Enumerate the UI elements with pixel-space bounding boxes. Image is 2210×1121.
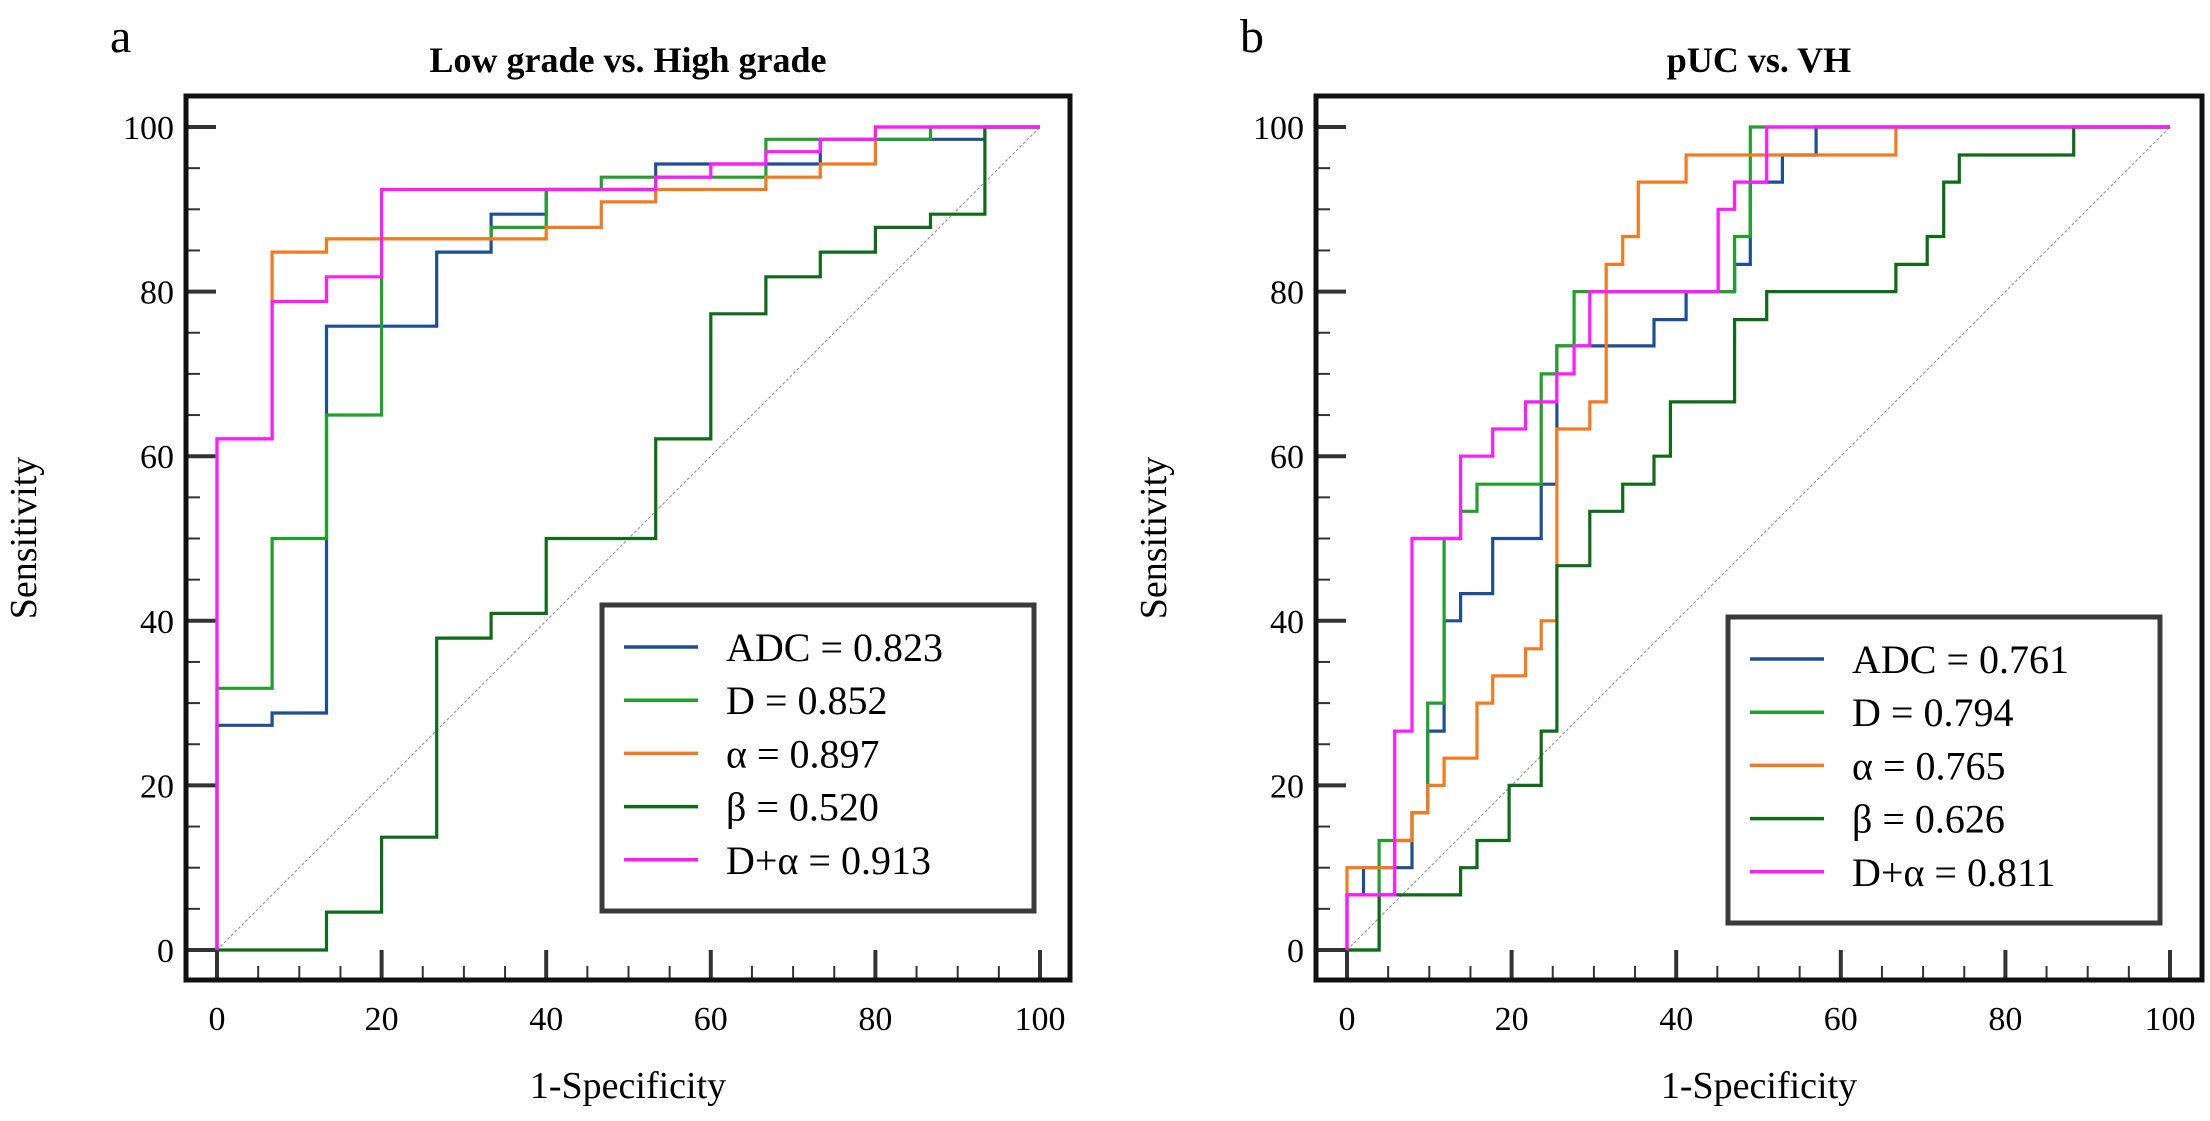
x-tick-label: 60 [1824, 1001, 1858, 1038]
roc-curve-1 [215, 125, 1040, 950]
y-tick-label: 80 [140, 275, 174, 312]
y-axis-label: Sensitivity [1133, 457, 1175, 620]
x-tick-label: 40 [529, 1001, 563, 1038]
x-axis-label: 1-Specificity [530, 1065, 726, 1107]
roc-curve-3 [217, 125, 1040, 952]
legend: ADC = 0.823 D = 0.852 α = 0.897 β = 0.520 D+… [599, 602, 1037, 914]
x-tick-label: 80 [1988, 1001, 2022, 1038]
legend-entry: α = 0.765 [1852, 743, 2006, 788]
legend-entry: ADC = 0.761 [1852, 637, 2069, 682]
panel-a: a Low grade vs. High grade 0 20 40 60 80 100 0 20… [3, 10, 1073, 1107]
x-tick-label: 60 [694, 1001, 728, 1038]
reference-diagonal [1346, 126, 2171, 951]
x-tick-label: 80 [858, 1001, 892, 1038]
x-tick-label: 0 [209, 1001, 226, 1038]
x-tick-label: 0 [1339, 1001, 1356, 1038]
chart-title: pUC vs. VH [1667, 40, 1851, 80]
roc-curve-2 [215, 125, 1040, 950]
x-axis-label: 1-Specificity [1661, 1065, 1857, 1107]
x-tick-label: 100 [1015, 1001, 1066, 1038]
x-tick-label: 20 [1495, 1001, 1529, 1038]
legend-entry: D+α = 0.913 [726, 838, 931, 883]
chart-title: Low grade vs. High grade [429, 40, 826, 80]
x-tick-label: 20 [365, 1001, 399, 1038]
x-tick-label: 40 [1659, 1001, 1693, 1038]
legend: ADC = 0.761 D = 0.794 α = 0.765 β = 0.626 D+… [1725, 614, 2163, 926]
legend-entry: α = 0.897 [726, 731, 880, 776]
legend-entry: D = 0.794 [1852, 690, 2013, 735]
legend-entry: ADC = 0.823 [726, 625, 943, 670]
plot-frame [183, 93, 1073, 983]
panel-label: a [110, 10, 131, 63]
legend-entry: β = 0.520 [726, 785, 879, 830]
roc-curve-4 [215, 125, 1040, 950]
y-axis-label: Sensitivity [3, 457, 45, 620]
y-tick-label: 0 [1287, 933, 1304, 970]
y-tick-label: 40 [1270, 604, 1304, 641]
roc-curve-4 [1345, 125, 2170, 950]
y-tick-label: 0 [157, 933, 174, 970]
legend-entry: β = 0.626 [1852, 797, 2005, 842]
y-tick-label: 20 [1270, 768, 1304, 805]
y-tick-label: 40 [140, 604, 174, 641]
legend-entry: D+α = 0.811 [1852, 850, 2055, 895]
y-tick-label: 80 [1270, 275, 1304, 312]
roc-curve-2 [1345, 125, 2170, 950]
plot-frame [1313, 93, 2205, 983]
panel-b: b pUC vs. VH 0 20 40 60 80 100 0 20 40 60 80 100 1-Spe… [1133, 10, 2205, 1107]
panel-label: b [1240, 10, 1264, 63]
y-tick-label: 100 [123, 110, 174, 147]
roc-curve-3 [1347, 125, 2170, 952]
y-tick-label: 60 [140, 439, 174, 476]
x-tick-label: 100 [2145, 1001, 2196, 1038]
y-tick-label: 60 [1270, 439, 1304, 476]
y-tick-label: 100 [1253, 110, 1304, 147]
legend-entry: D = 0.852 [726, 678, 887, 723]
y-tick-label: 20 [140, 768, 174, 805]
